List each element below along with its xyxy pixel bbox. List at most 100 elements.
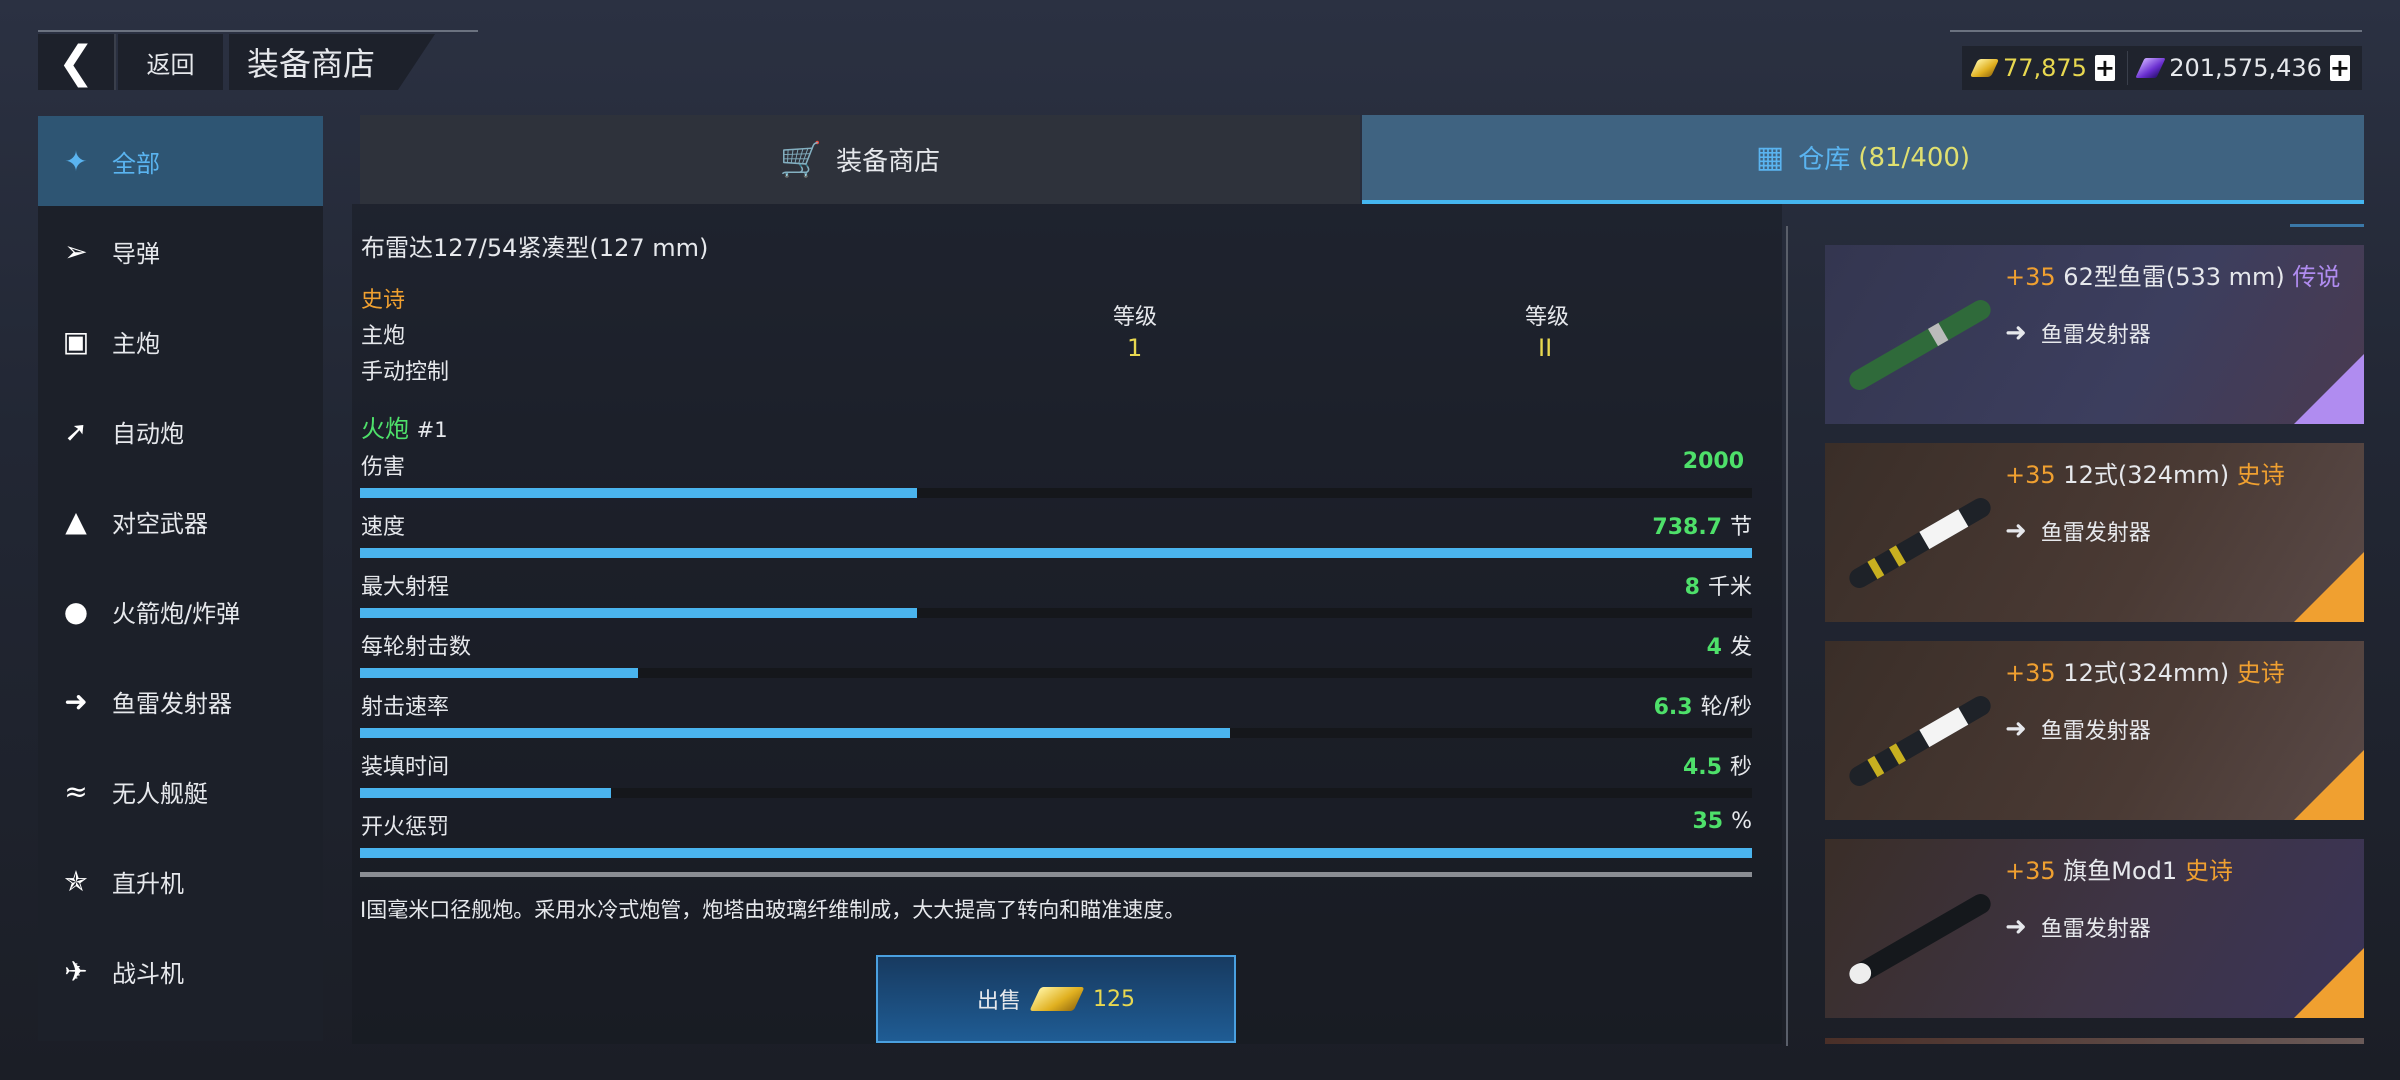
weapon-index: #1 <box>416 418 448 442</box>
sidebar-item-label: 导弹 <box>112 239 160 268</box>
stat-value: 35% <box>1692 809 1752 834</box>
stat-label: 最大射程 <box>361 575 450 600</box>
stat-bar <box>360 848 1752 858</box>
grade-value: II <box>1538 334 1553 362</box>
item-name: 布雷达127/54紧凑型(127 mm) <box>361 234 709 262</box>
autocannon-icon: ➚ <box>64 414 88 448</box>
sidebar-item-label: 鱼雷发射器 <box>112 689 232 718</box>
all-icon: ✦ <box>64 144 88 178</box>
add-credits-button[interactable]: + <box>2329 54 2350 82</box>
inventory-card-partial[interactable] <box>1825 1038 2364 1044</box>
stat-unit: % <box>1731 809 1752 834</box>
torpedo-image <box>1849 894 1991 984</box>
add-gold-button[interactable]: + <box>2094 54 2116 82</box>
card-level: +35 <box>2005 659 2056 687</box>
card-title: +35 12式(324mm) 史诗 <box>2005 653 2285 688</box>
sidebar-item[interactable]: ● 火箭炮/炸弹 <box>38 566 323 656</box>
boxes-icon: ▦ <box>1755 140 1785 175</box>
back-button[interactable]: ❮ <box>38 34 116 90</box>
drone-boat-icon: ≈ <box>64 774 88 808</box>
rarity-corner <box>2294 750 2364 820</box>
stat-bar <box>360 728 1752 738</box>
stat-value: 6.3 轮/秒 <box>1654 689 1752 721</box>
stat-label: 每轮射击数 <box>361 635 472 660</box>
stat-label: 速度 <box>361 515 406 540</box>
main-gun-icon: ▣ <box>62 324 90 358</box>
stat-value: 738.7 节 <box>1652 509 1752 541</box>
card-name: 62型鱼雷(533 mm) <box>2063 263 2285 291</box>
stat-bar <box>360 608 1752 618</box>
gold-amount: 77,875 <box>2002 54 2087 82</box>
helicopter-icon: ✯ <box>64 864 88 898</box>
detail-panel <box>352 204 1782 1044</box>
level-value: 1 <box>1127 334 1143 362</box>
stat-bar <box>360 488 1752 498</box>
stat-label: 射击速率 <box>361 695 450 720</box>
rarity-corner <box>2294 354 2364 424</box>
card-rarity: 史诗 <box>2184 857 2233 885</box>
card-level: +35 <box>2005 461 2056 489</box>
inventory-card[interactable]: +35 旗鱼Mod1 史诗 ➜ 鱼雷发射器 <box>1825 839 2364 1018</box>
card-level: +35 <box>2005 263 2056 291</box>
card-type: 鱼雷发射器 <box>2040 323 2151 348</box>
tab-warehouse[interactable]: ▦ 仓库 (81/400) <box>1362 115 2364 204</box>
sidebar-item-label: 战斗机 <box>112 959 184 988</box>
page-title: 装备商店 <box>229 34 436 90</box>
credits-amount: 201,575,436 <box>2169 54 2322 82</box>
sidebar-item[interactable]: ✯ 直升机 <box>38 836 323 926</box>
sell-price: 125 <box>1093 986 1135 1012</box>
card-title: +35 62型鱼雷(533 mm) 传说 <box>2005 257 2340 292</box>
stat-bar-fill <box>360 488 917 498</box>
stat-label: 装填时间 <box>361 755 450 780</box>
torpedo-icon: ➜ <box>2005 714 2027 744</box>
torpedo-image <box>1849 300 1991 390</box>
cart-icon: 🛒 <box>779 139 823 180</box>
tab-shop[interactable]: 🛒 装备商店 <box>360 115 1360 204</box>
card-type: 鱼雷发射器 <box>2040 521 2151 546</box>
sidebar-item[interactable]: ➜ 鱼雷发射器 <box>38 656 323 746</box>
stat-label: 伤害 <box>361 455 406 480</box>
inventory-card[interactable]: +35 62型鱼雷(533 mm) 传说 ➜ 鱼雷发射器 <box>1825 245 2364 424</box>
stat-value: 8 千米 <box>1685 569 1752 601</box>
sidebar-item-label: 全部 <box>112 149 160 178</box>
top-left-frame-line <box>38 30 478 32</box>
tab-label: 仓库 <box>1798 145 1851 175</box>
missile-icon: ➢ <box>64 234 88 268</box>
sidebar-item-label: 无人舰艇 <box>112 779 208 808</box>
stat-bar-fill <box>360 848 1752 858</box>
card-title: +35 12式(324mm) 史诗 <box>2005 455 2285 490</box>
inventory-card[interactable]: +35 12式(324mm) 史诗 ➜ 鱼雷发射器 <box>1825 443 2364 622</box>
card-rarity: 传说 <box>2292 263 2341 291</box>
list-scrollbar[interactable] <box>1786 226 1788 1046</box>
stat-number: 6.3 <box>1653 695 1693 720</box>
stat-number: 4.5 <box>1683 755 1722 780</box>
chevron-left-icon: ❮ <box>57 36 95 88</box>
sell-label: 出售 <box>976 989 1021 1014</box>
torpedo-icon: ➜ <box>2005 516 2027 546</box>
stat-unit: 秒 <box>1729 755 1752 780</box>
sell-button[interactable]: 出售 125 <box>876 955 1236 1043</box>
rarity-corner <box>2294 552 2364 622</box>
sidebar-item[interactable]: ≈ 无人舰艇 <box>38 746 323 836</box>
torpedo-image <box>1849 696 1991 786</box>
back-label-button[interactable]: 返回 <box>118 34 223 90</box>
card-name: 旗鱼Mod1 <box>2063 857 2178 885</box>
sidebar-item[interactable]: ✦ 全部 <box>38 116 323 206</box>
torpedo-image <box>1849 498 1991 588</box>
tab-label: 装备商店 <box>836 147 941 177</box>
stat-label: 开火惩罚 <box>361 815 450 840</box>
stat-number: 2000 <box>1682 449 1744 474</box>
separator <box>360 872 1752 877</box>
card-type: 鱼雷发射器 <box>2040 917 2151 942</box>
torpedo-icon: ➜ <box>2005 912 2027 942</box>
sidebar-item[interactable]: ➢ 导弹 <box>38 206 323 296</box>
card-rarity: 史诗 <box>2236 659 2285 687</box>
sidebar-item[interactable]: ▲ 对空武器 <box>38 476 323 566</box>
sidebar-item[interactable]: ▣ 主炮 <box>38 296 323 386</box>
stat-number: 738.7 <box>1652 515 1722 540</box>
sidebar-item[interactable]: ➚ 自动炮 <box>38 386 323 476</box>
sidebar-item[interactable]: ✈ 战斗机 <box>38 926 323 1016</box>
stat-number: 35 <box>1692 809 1724 834</box>
inventory-card[interactable]: +35 12式(324mm) 史诗 ➜ 鱼雷发射器 <box>1825 641 2364 820</box>
